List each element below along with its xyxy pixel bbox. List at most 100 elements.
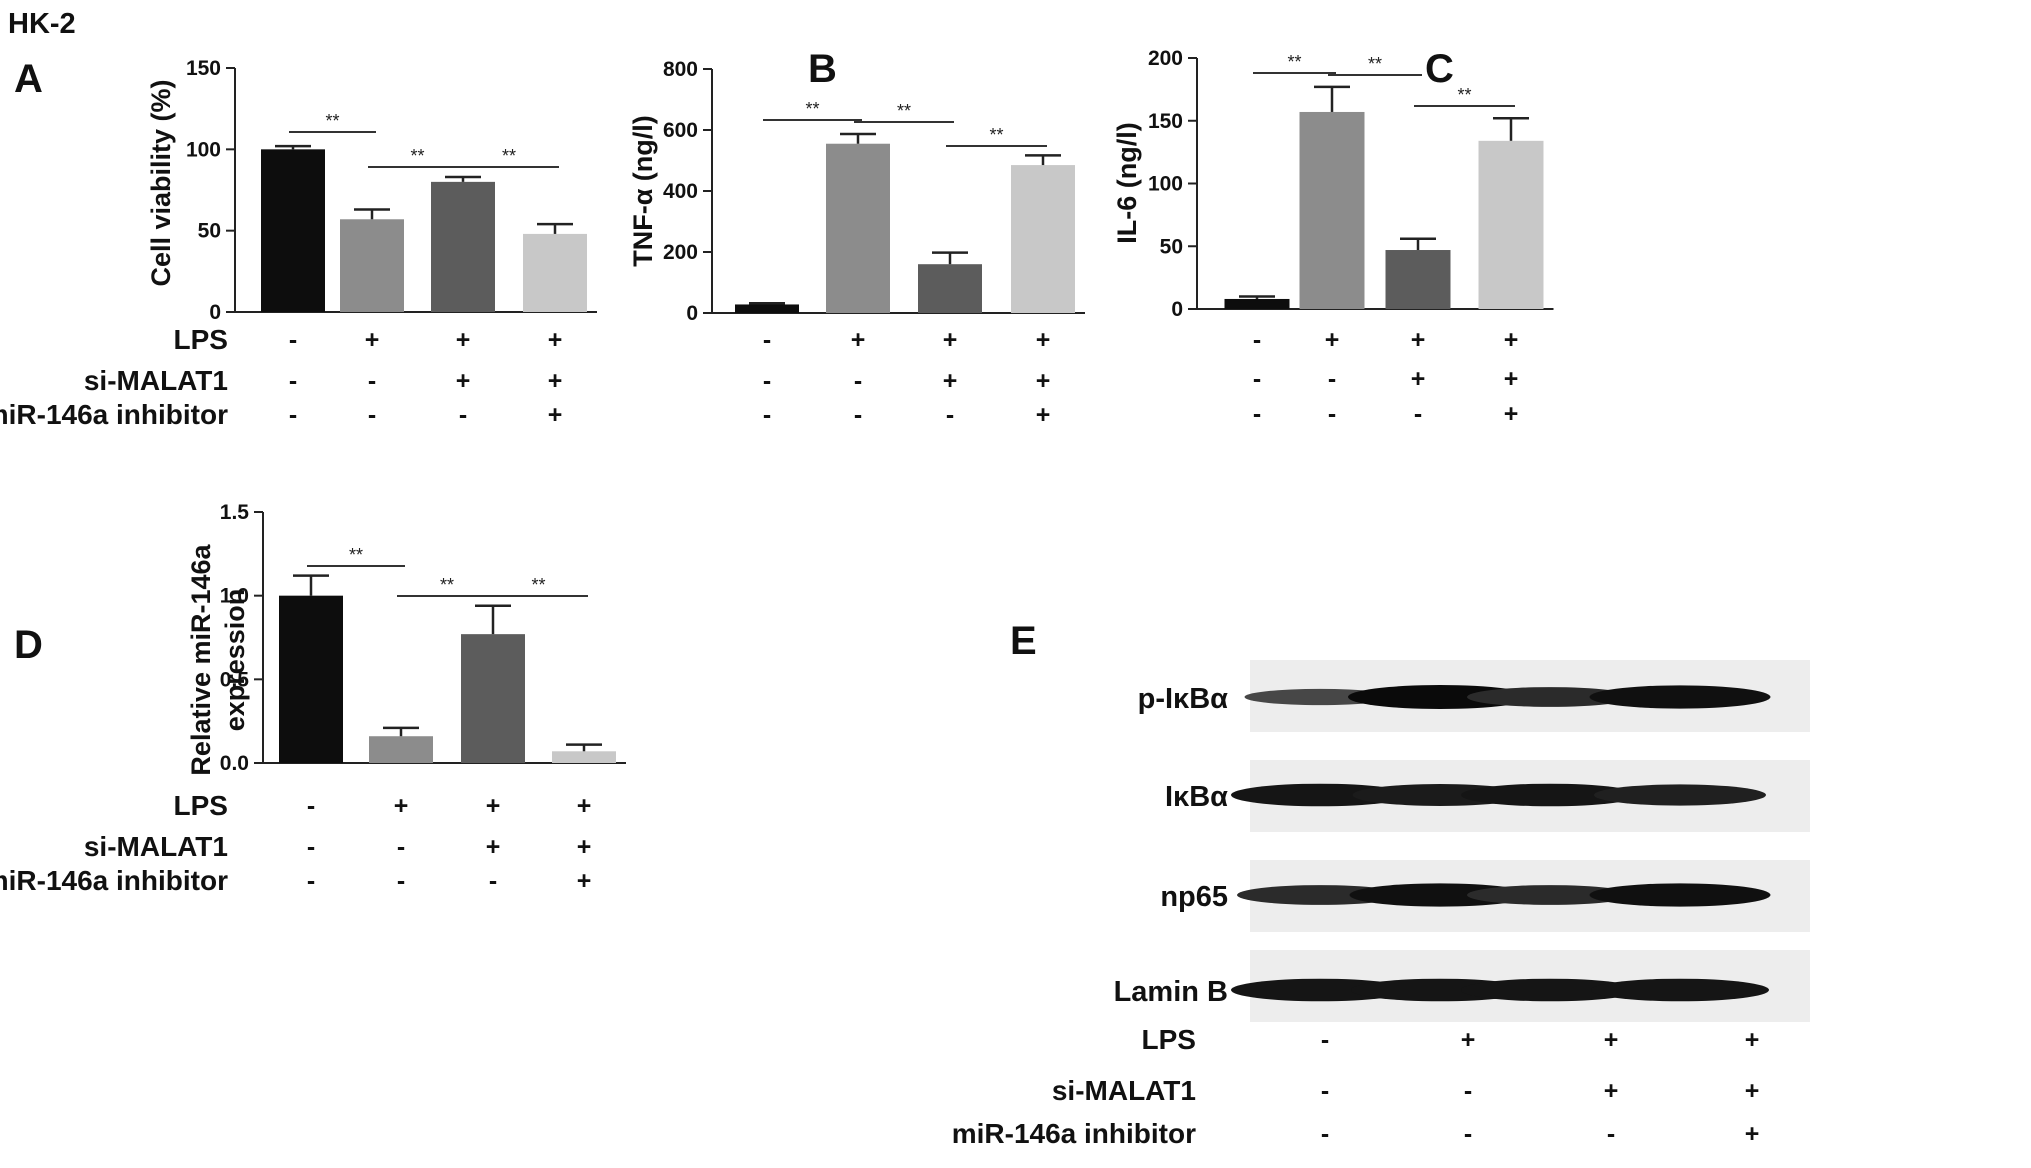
y-axis-label: Cell viability (%) [146, 79, 176, 286]
blot-band-label: p-IκBα [1138, 683, 1229, 715]
y-tick-label: 150 [186, 57, 221, 80]
blot-band-label: np65 [1160, 881, 1228, 913]
condition-sign: - [1253, 365, 1261, 393]
significance-label: ** [1457, 85, 1471, 105]
blot-band [1594, 784, 1766, 806]
y-tick-label: 200 [663, 241, 698, 264]
y-tick-label: 1.5 [220, 501, 250, 524]
condition-sign: - [854, 401, 862, 429]
chart-panel-b: 0 200 400 600 800 TNF-α (ng/l) ** ** ** - + + + - - + + -… [628, 58, 1085, 429]
blot-band [1589, 883, 1771, 907]
condition-sign: - [1253, 400, 1261, 428]
blot-band [1589, 685, 1771, 709]
condition-sign: - [289, 326, 297, 354]
blot-band [1467, 885, 1633, 905]
condition-label: miR-146a inhibitor [952, 1118, 1196, 1149]
condition-sign: + [486, 833, 501, 861]
bar [918, 264, 982, 313]
bar [261, 149, 325, 312]
condition-sign: + [943, 367, 958, 395]
condition-sign: - [1328, 365, 1336, 393]
condition-sign: + [577, 833, 592, 861]
condition-label: si-MALAT1 [84, 831, 228, 862]
panel-letter-c: C [1425, 47, 1454, 91]
condition-sign: - [368, 401, 376, 429]
condition-sign: + [1745, 1026, 1760, 1054]
condition-sign: + [943, 326, 958, 354]
condition-sign: + [456, 326, 471, 354]
panel-letter-d: D [14, 623, 43, 667]
y-tick-label: 50 [198, 220, 221, 243]
condition-label: LPS [174, 324, 228, 355]
panel-letter-e: E [1010, 619, 1037, 663]
condition-sign: - [763, 326, 771, 354]
condition-sign: - [368, 367, 376, 395]
y-tick-label: 0 [209, 301, 221, 324]
condition-sign: + [548, 326, 563, 354]
bar [1299, 111, 1365, 309]
significance-label: ** [1368, 54, 1382, 74]
condition-sign: - [1328, 400, 1336, 428]
significance-label: ** [897, 101, 911, 121]
y-tick-label: 50 [1160, 235, 1183, 258]
condition-sign: + [1036, 326, 1051, 354]
condition-sign: - [489, 867, 497, 895]
y-tick-label: 0 [1171, 298, 1183, 321]
blot-band-label: IκBα [1165, 781, 1228, 813]
condition-label: LPS [1142, 1024, 1196, 1055]
significance-label: ** [1287, 52, 1301, 72]
condition-sign: + [577, 792, 592, 820]
y-tick-label: 400 [663, 180, 698, 203]
blot-band [1461, 978, 1639, 1002]
bar [1224, 298, 1290, 309]
condition-sign: + [1036, 367, 1051, 395]
bar [369, 736, 433, 763]
condition-sign: + [1411, 365, 1426, 393]
significance-label: ** [502, 146, 516, 166]
panel-letter-a: A [14, 57, 43, 101]
condition-sign: + [1036, 401, 1051, 429]
blot-band [1461, 783, 1639, 807]
y-axis-label: IL-6 (ng/l) [1112, 122, 1142, 243]
significance-label: ** [805, 99, 819, 119]
condition-sign: - [1253, 326, 1261, 354]
blot-band [1591, 978, 1769, 1002]
significance-label: ** [440, 575, 454, 595]
bar [340, 219, 404, 312]
condition-sign: + [1411, 326, 1426, 354]
condition-sign: + [548, 401, 563, 429]
condition-sign: + [1325, 326, 1340, 354]
blot-band-label: Lamin B [1114, 976, 1228, 1008]
y-tick-label: 100 [186, 138, 221, 161]
condition-sign: - [1464, 1120, 1472, 1148]
y-tick-label: 200 [1148, 47, 1183, 70]
condition-sign: - [1321, 1026, 1329, 1054]
condition-sign: + [1504, 400, 1519, 428]
y-axis-label-line2: expression [220, 589, 250, 732]
bar [431, 181, 495, 312]
figure-title: HK-2 [8, 8, 76, 40]
condition-label: si-MALAT1 [84, 365, 228, 396]
western-blot: p-IκBα IκBα np65 Lamin B LPS - + + + si-MALAT1 - - +… [952, 660, 1810, 1149]
significance-label: ** [989, 125, 1003, 145]
y-tick-label: 800 [663, 58, 698, 81]
condition-sign: + [486, 792, 501, 820]
condition-sign: - [307, 792, 315, 820]
bar [552, 751, 616, 763]
condition-sign: - [397, 833, 405, 861]
chart-panel-c: 0 50 100 150 200 IL-6 (ng/l) ** ** ** - + + + - - + + - - -… [1112, 47, 1554, 428]
condition-label: miR-146a inhibitor [0, 865, 228, 896]
condition-sign: - [1321, 1120, 1329, 1148]
bar [523, 233, 587, 312]
bar [461, 634, 525, 763]
condition-sign: + [394, 792, 409, 820]
condition-sign: - [307, 867, 315, 895]
condition-sign: - [1607, 1120, 1615, 1148]
condition-sign: + [1504, 326, 1519, 354]
y-axis-label: Relative miR-146a [186, 543, 216, 775]
condition-sign: + [1461, 1026, 1476, 1054]
condition-sign: + [577, 867, 592, 895]
bar [1385, 250, 1451, 309]
y-tick-label: 100 [1148, 173, 1183, 196]
